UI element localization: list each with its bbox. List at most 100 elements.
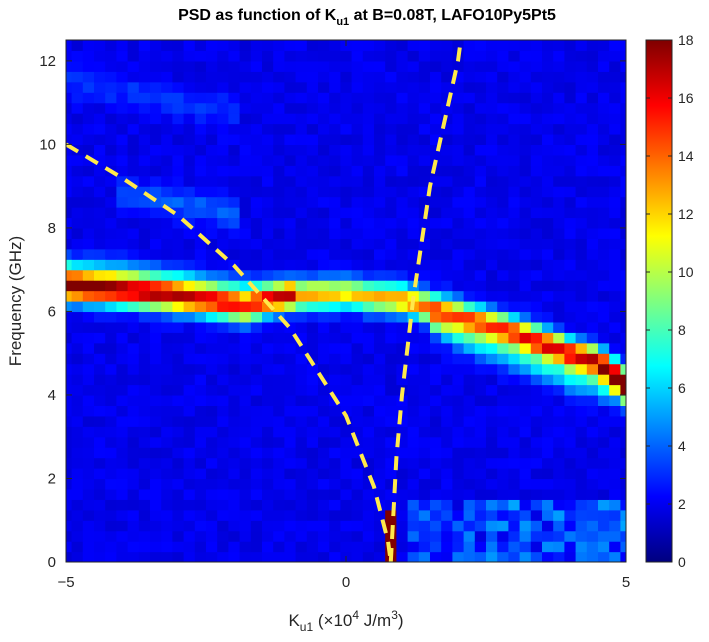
heatmap-cell [340, 269, 353, 281]
heatmap-cell [138, 394, 151, 406]
heatmap-cell [508, 520, 521, 532]
heatmap-cell [385, 457, 397, 469]
heatmap-cell [340, 457, 353, 469]
heatmap-cell [262, 405, 274, 417]
heatmap-cell [463, 363, 476, 375]
heatmap-cell [486, 102, 498, 114]
heatmap-cell [497, 488, 509, 500]
heatmap-cell [530, 207, 543, 219]
heatmap-cell [262, 102, 274, 114]
heatmap-cell [430, 520, 442, 532]
heatmap-cell [329, 520, 341, 532]
heatmap-cell [586, 207, 599, 219]
heatmap-cell [530, 520, 543, 532]
heatmap-cell [374, 384, 386, 396]
heatmap-cell [127, 415, 140, 427]
heatmap-cell [452, 436, 465, 448]
heatmap-cell [194, 363, 207, 375]
heatmap-cell [306, 374, 319, 386]
heatmap-cell [474, 165, 487, 177]
heatmap-cell [127, 457, 140, 469]
heatmap-cell [530, 165, 543, 177]
x-tick-label: 0 [342, 574, 350, 591]
heatmap-cell [94, 478, 106, 490]
heatmap-cell [530, 363, 543, 375]
heatmap-cell [66, 60, 73, 72]
heatmap-cell [564, 259, 577, 271]
heatmap-cell [385, 342, 397, 354]
heatmap-cell [94, 530, 106, 542]
heatmap-cell [508, 332, 521, 344]
heatmap-cell [430, 488, 442, 500]
heatmap-cell [430, 301, 442, 313]
heatmap-cell [497, 499, 509, 511]
heatmap-cell [161, 123, 173, 135]
heatmap-cell [217, 217, 229, 229]
heatmap-cell [463, 488, 476, 500]
heatmap-cell [183, 551, 196, 562]
heatmap-cell [474, 332, 487, 344]
heatmap-cell [318, 113, 330, 125]
heatmap-cell [418, 40, 431, 52]
heatmap-cell [564, 227, 577, 239]
heatmap-cell [150, 186, 162, 198]
heatmap-cell [71, 207, 84, 219]
heatmap-cell [217, 227, 229, 239]
heatmap-cell [161, 311, 173, 323]
heatmap-cell [474, 186, 487, 198]
heatmap-cell [306, 40, 319, 52]
heatmap-cell [530, 269, 543, 281]
heatmap-cell [306, 541, 319, 553]
heatmap-cell [239, 394, 252, 406]
heatmap-cell [441, 154, 453, 166]
heatmap-cell [609, 311, 621, 323]
heatmap-cell [452, 280, 465, 292]
heatmap-cell [430, 207, 442, 219]
heatmap-cell [172, 384, 185, 396]
heatmap-cell [82, 301, 95, 313]
heatmap-cell [530, 457, 543, 469]
heatmap-cell [284, 238, 297, 250]
heatmap-cell [530, 426, 543, 438]
heatmap-cell [150, 499, 162, 511]
heatmap-cell [306, 363, 319, 375]
heatmap-cell [351, 154, 364, 166]
heatmap-cell [519, 530, 532, 542]
heatmap-cell [385, 290, 397, 302]
heatmap-cell [542, 60, 554, 72]
heatmap-cell [161, 301, 173, 313]
heatmap-cell [116, 342, 129, 354]
heatmap-cell [183, 259, 196, 271]
heatmap-cell [239, 488, 252, 500]
heatmap-cell [183, 394, 196, 406]
heatmap-cell [105, 436, 117, 448]
heatmap-cell [586, 227, 599, 239]
heatmap-cell [228, 415, 241, 427]
heatmap-cell [430, 269, 442, 281]
heatmap-cell [508, 311, 521, 323]
heatmap-cell [508, 280, 521, 292]
heatmap-cell [564, 520, 577, 532]
heatmap-cell [430, 478, 442, 490]
heatmap-cell [575, 40, 588, 52]
heatmap-cell [150, 60, 162, 72]
heatmap-cell [262, 551, 274, 562]
heatmap-cell [620, 186, 626, 198]
heatmap-cell [71, 133, 84, 145]
heatmap-cell [609, 384, 621, 396]
heatmap-cell [418, 415, 431, 427]
heatmap-cell [206, 426, 218, 438]
heatmap-cell [217, 290, 229, 302]
heatmap-cell [542, 468, 554, 480]
heatmap-cell [575, 71, 588, 83]
heatmap-cell [530, 102, 543, 114]
heatmap-cell [497, 353, 509, 365]
heatmap-cell [441, 374, 453, 386]
heatmap-cell [127, 165, 140, 177]
heatmap-cell [183, 447, 196, 459]
heatmap-cell [262, 154, 274, 166]
heatmap-cell [295, 394, 308, 406]
heatmap-cell [71, 384, 84, 396]
heatmap-cell [217, 60, 229, 72]
heatmap-cell [262, 207, 274, 219]
